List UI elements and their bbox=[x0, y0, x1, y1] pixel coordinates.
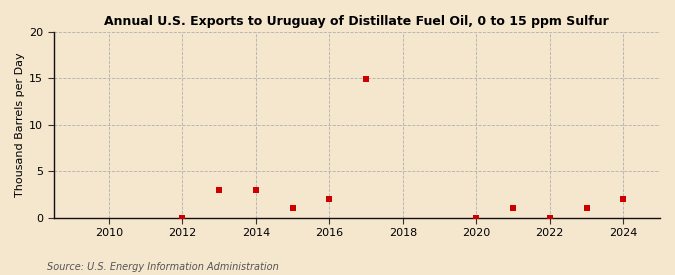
Title: Annual U.S. Exports to Uruguay of Distillate Fuel Oil, 0 to 15 ppm Sulfur: Annual U.S. Exports to Uruguay of Distil… bbox=[105, 15, 610, 28]
Point bbox=[287, 206, 298, 210]
Point bbox=[250, 188, 261, 192]
Point bbox=[544, 215, 555, 220]
Point bbox=[471, 215, 482, 220]
Point bbox=[324, 197, 335, 201]
Point bbox=[360, 77, 371, 81]
Point bbox=[581, 206, 592, 210]
Point bbox=[214, 188, 225, 192]
Point bbox=[177, 215, 188, 220]
Y-axis label: Thousand Barrels per Day: Thousand Barrels per Day bbox=[15, 53, 25, 197]
Point bbox=[30, 215, 40, 220]
Point bbox=[618, 197, 628, 201]
Text: Source: U.S. Energy Information Administration: Source: U.S. Energy Information Administ… bbox=[47, 262, 279, 272]
Point bbox=[508, 206, 518, 210]
